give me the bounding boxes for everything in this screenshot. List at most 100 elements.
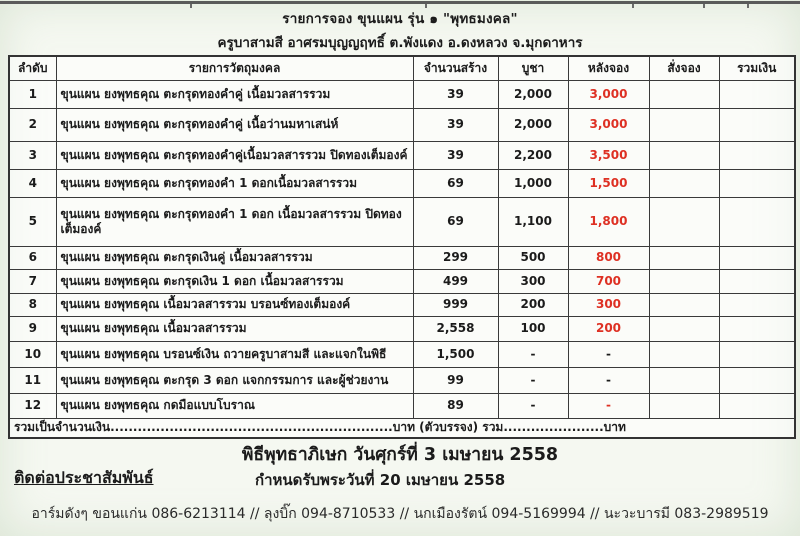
table-row: 10 ขุนแผน ยงพุทธคุณ บรอนซ์เงิน ถวายครูบาส… [8, 340, 796, 368]
row-number: 1 [8, 79, 57, 109]
item-description: ขุนแผน ยงพุทธคุณ ตะกรุด 3 ดอก แจกกรรมการ… [55, 366, 414, 394]
row-number: 10 [8, 340, 57, 368]
price-cell: 100 [497, 315, 569, 342]
document-subtitle: ครูบาสามสี อาศรมบุญญฤทธิ์ ต.พังแดง อ.ดงห… [217, 35, 583, 51]
row-number: 11 [8, 366, 57, 394]
price-cell: 2,000 [497, 107, 569, 142]
qty-made-cell: 39 [412, 79, 499, 109]
table-row: 9 ขุนแผน ยงพุทธคุณ เนื้อมวลสารรวม 2,558 100… [8, 315, 796, 342]
price-cell: 2,000 [497, 79, 569, 109]
total-cell [718, 392, 796, 419]
item-description: ขุนแผน ยงพุทธคุณ ตะกรุดทองคำคู่เนื้อมวลส… [55, 140, 414, 170]
qty-made-cell: 299 [412, 245, 499, 270]
item-description: ขุนแผน ยงพุทธคุณ ตะกรุดทองคำคู่ เนื้อว่า… [55, 107, 414, 142]
order-qty-cell [648, 245, 720, 270]
total-cell [718, 79, 796, 109]
order-qty-cell [648, 268, 720, 294]
table-row: 5 ขุนแผน ยงพุทธคุณ ตะกรุดทองคำ 1 ดอก เนื้… [8, 196, 796, 247]
item-description: ขุนแผน ยงพุทธคุณ ตะกรุดทองคำคู่ เนื้อมวล… [55, 79, 414, 109]
border-tick [632, 4, 634, 8]
qty-made-cell: 99 [412, 366, 499, 394]
order-qty-cell [648, 340, 720, 368]
after-booking-cell: - [567, 366, 650, 394]
border-tick [190, 4, 192, 8]
table-row: 4 ขุนแผน ยงพุทธคุณ ตะกรุดทองคำ 1 ดอกเนื้อ… [8, 168, 796, 198]
table-row: 2 ขุนแผน ยงพุทธคุณ ตะกรุดทองคำคู่ เนื้อว่… [8, 107, 796, 142]
after-booking-cell: 3,500 [567, 140, 650, 170]
receive-date-line: กำหนดรับพระวันที่ 20 เมษายน 2558 [255, 471, 506, 489]
order-qty-cell [648, 79, 720, 109]
total-cell [718, 168, 796, 198]
order-qty-cell [648, 140, 720, 170]
table-row: 8 ขุนแผน ยงพุทธคุณ เนื้อมวลสารรวม บรอนซ์ท… [8, 292, 796, 317]
order-qty-cell [648, 196, 720, 247]
total-cell [718, 268, 796, 294]
header-price: บูชา [497, 55, 569, 81]
border-tick [703, 4, 705, 8]
item-description: ขุนแผน ยงพุทธคุณ ตะกรุดทองคำ 1 ดอก เนื้อ… [55, 196, 414, 247]
row-number: 4 [8, 168, 57, 198]
row-number: 7 [8, 268, 57, 294]
border-tick [747, 4, 749, 8]
row-number: 3 [8, 140, 57, 170]
after-booking-cell: 800 [567, 245, 650, 270]
price-cell: 1,100 [497, 196, 569, 247]
price-cell: - [497, 366, 569, 394]
header-no: ลำดับ [8, 55, 57, 81]
order-qty-cell [648, 107, 720, 142]
table-row: 7 ขุนแผน ยงพุทธคุณ ตะกรุดเงิน 1 ดอก เนื้อ… [8, 268, 796, 294]
table-row: 11 ขุนแผน ยงพุทธคุณ ตะกรุด 3 ดอก แจกกรรมก… [8, 366, 796, 394]
qty-made-cell: 69 [412, 168, 499, 198]
total-cell [718, 196, 796, 247]
order-qty-cell [648, 292, 720, 317]
row-number: 9 [8, 315, 57, 342]
price-cell: 2,200 [497, 140, 569, 170]
qty-made-cell: 1,500 [412, 340, 499, 368]
qty-made-cell: 2,558 [412, 315, 499, 342]
after-booking-cell: - [567, 340, 650, 368]
row-number: 5 [8, 196, 57, 247]
qty-made-cell: 39 [412, 107, 499, 142]
total-cell [718, 366, 796, 394]
table-row: 3 ขุนแผน ยงพุทธคุณ ตะกรุดทองคำคู่เนื้อมวล… [8, 140, 796, 170]
item-description: ขุนแผน ยงพุทธคุณ บรอนซ์เงิน ถวายครูบาสาม… [55, 340, 414, 368]
order-qty-cell [648, 168, 720, 198]
after-booking-cell: 3,000 [567, 107, 650, 142]
top-border-remnant [0, 1, 800, 8]
price-cell: 500 [497, 245, 569, 270]
item-description: ขุนแผน ยงพุทธคุณ เนื้อมวลสารรวม [55, 315, 414, 342]
row-number: 6 [8, 245, 57, 270]
order-qty-cell [648, 366, 720, 394]
after-booking-cell: 1,800 [567, 196, 650, 247]
price-cell: - [497, 340, 569, 368]
total-cell [718, 245, 796, 270]
after-booking-cell: 3,000 [567, 79, 650, 109]
price-cell: 200 [497, 292, 569, 317]
price-cell: 300 [497, 268, 569, 294]
after-booking-cell: - [567, 392, 650, 419]
qty-made-cell: 499 [412, 268, 499, 294]
item-description: ขุนแผน ยงพุทธคุณ ตะกรุดเงินคู่ เนื้อมวลส… [55, 245, 414, 270]
header-order-qty: สั่งจอง [648, 55, 720, 81]
row-number: 12 [8, 392, 57, 419]
header-after-booking: หลังจอง [567, 55, 650, 81]
total-amount-line: รวมเป็นจำนวนเงิน........................… [8, 417, 796, 438]
qty-made-cell: 89 [412, 392, 499, 419]
price-cell: - [497, 392, 569, 419]
qty-made-cell: 999 [412, 292, 499, 317]
total-cell [718, 315, 796, 342]
header-item: รายการวัตถุมงคล [55, 55, 414, 81]
contact-phone-line: อาร์มดังๆ ขอนแก่น 086-6213114 // ลุงบิ๊ก… [31, 506, 769, 522]
total-cell [718, 140, 796, 170]
total-cell [718, 340, 796, 368]
qty-made-cell: 69 [412, 196, 499, 247]
table-footer-row: รวมเป็นจำนวนเงิน........................… [8, 417, 796, 438]
table-row: 1 ขุนแผน ยงพุทธคุณ ตะกรุดทองคำคู่ เนื้อมว… [8, 79, 796, 109]
row-number: 8 [8, 292, 57, 317]
item-description: ขุนแผน ยงพุทธคุณ ตะกรุดทองคำ 1 ดอกเนื้อม… [55, 168, 414, 198]
after-booking-cell: 200 [567, 315, 650, 342]
after-booking-cell: 1,500 [567, 168, 650, 198]
item-description: ขุนแผน ยงพุทธคุณ กดมือแบบโบราณ [55, 392, 414, 419]
order-table: ลำดับ รายการวัตถุมงคล จำนวนสร้าง บูชา หล… [8, 55, 796, 439]
